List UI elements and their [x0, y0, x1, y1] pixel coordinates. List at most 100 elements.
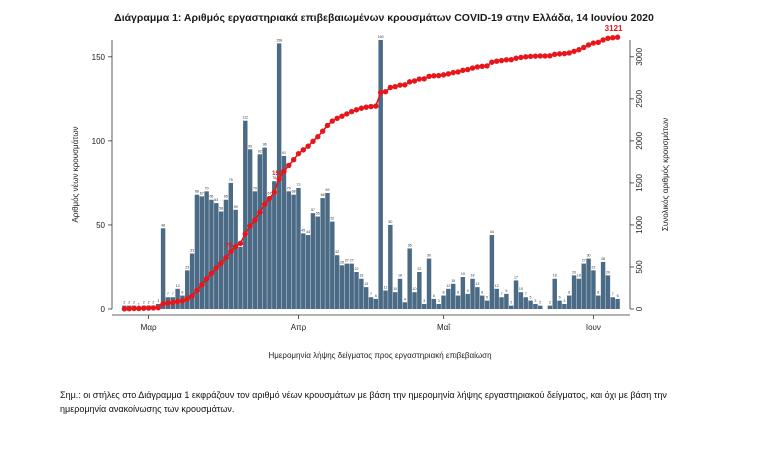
cumulative-point [382, 88, 389, 95]
cumulative-point [339, 113, 345, 119]
cumulative-point [242, 231, 248, 237]
bar-data-label: 32 [335, 250, 339, 254]
bar [325, 192, 330, 309]
cumulative-point [455, 69, 461, 75]
bar [562, 303, 567, 309]
bar [591, 270, 596, 309]
cumulative-point [532, 53, 539, 59]
cumulative-point [464, 66, 471, 73]
bar-data-label: 95 [248, 144, 252, 148]
cumulative-point [460, 67, 466, 74]
bar [339, 265, 345, 309]
left-tick-label: 150 [92, 53, 106, 62]
bar-data-label: 158 [276, 38, 282, 42]
cumulative-point [552, 51, 558, 57]
bar-data-label: 59 [234, 205, 238, 209]
bar [581, 263, 586, 309]
bar [301, 233, 306, 309]
bar-data-label: 6 [617, 294, 619, 298]
bar-data-label: 2 [549, 301, 551, 305]
bar [494, 288, 499, 309]
bar-data-label: 50 [388, 220, 392, 224]
bar [223, 199, 229, 309]
cumulative-point [194, 287, 200, 294]
bar [378, 40, 383, 309]
bar [436, 303, 441, 309]
bar-data-label: 72 [296, 183, 300, 187]
bar [610, 297, 615, 309]
cumulative-point [131, 305, 137, 312]
annotations: 3121 76 158 [225, 24, 623, 249]
bar-data-label: 76 [272, 176, 276, 180]
cumulative-point [121, 306, 128, 312]
bar [460, 277, 466, 309]
cumulative-point [614, 34, 621, 40]
x-axis-label: Ημερομηνία λήψης δείγματος προς εργαστηρ… [268, 351, 492, 360]
bar-data-label: 23 [185, 265, 189, 269]
cumulative-point [334, 115, 340, 122]
cumulative-annotation: 3121 [605, 24, 623, 33]
bar-data-label: 75 [229, 178, 233, 182]
bar-data-label: 66 [321, 193, 325, 197]
cumulative-point [474, 64, 481, 70]
bar [228, 182, 234, 309]
bar-data-label: 15 [451, 279, 455, 283]
bar [291, 194, 296, 309]
bar-data-label: 44 [490, 230, 494, 234]
bar-data-label: 23 [591, 265, 595, 269]
footnote: Σημ.: οι στήλες στο Διάγραμμα 1 εκφράζου… [60, 390, 667, 414]
cumulative-point [310, 138, 316, 145]
cumulative-point [126, 305, 132, 312]
bar [475, 287, 480, 309]
bar-data-label: 10 [393, 287, 397, 291]
bar-data-label: 70 [287, 186, 291, 190]
bar-data-label: 18 [577, 274, 581, 278]
x-tick-label: Μαΐ [437, 323, 451, 332]
cumulative-point [581, 44, 587, 51]
cumulative-point [295, 150, 302, 157]
cumulative-point [600, 37, 606, 43]
bar [504, 293, 509, 309]
bar [407, 248, 412, 309]
cumulative-point [160, 300, 166, 307]
bar-data-label: 7 [370, 292, 372, 296]
bar-data-label: 18 [553, 274, 557, 278]
cumulative-point [184, 296, 190, 302]
cumulative-point [450, 69, 456, 76]
bar-data-label: 7 [167, 292, 169, 296]
cumulative-point [213, 265, 219, 271]
bar-data-label: 12 [446, 284, 450, 288]
cumulative-point [266, 195, 273, 202]
bar [518, 292, 524, 309]
bar-data-label: 8 [457, 291, 459, 295]
bar [359, 278, 364, 309]
bar [533, 303, 538, 309]
bar [547, 305, 553, 309]
bar-data-label: 91 [282, 151, 286, 155]
bar [537, 305, 543, 309]
bar-data-label: 57 [311, 208, 315, 212]
cumulative-point [261, 201, 268, 207]
cumulative-point [411, 78, 418, 84]
x-tick-label: Απρ [291, 323, 307, 332]
bar-data-label: 7 [501, 292, 503, 296]
bar-data-label: 3 [423, 299, 425, 303]
cumulative-point [344, 111, 350, 117]
cumulative-point [479, 63, 485, 70]
right-tick-label: 500 [635, 260, 644, 274]
bar [199, 196, 205, 309]
cumulative-point [518, 54, 524, 61]
right-tick-label: 1500 [635, 173, 644, 191]
bar-data-label: 26 [340, 260, 344, 264]
cumulative-point [402, 82, 408, 88]
bar-data-label: 22 [354, 267, 358, 271]
cumulative-point [503, 57, 510, 63]
cumulative-point [208, 270, 215, 277]
cumulative-point [416, 76, 423, 82]
bar-data-label: 52 [330, 217, 334, 221]
cumulative-point [469, 65, 476, 71]
cumulative-point [527, 53, 534, 60]
bar-data-label: 44 [306, 230, 310, 234]
bar [368, 297, 374, 309]
cumulative-point [223, 255, 229, 261]
